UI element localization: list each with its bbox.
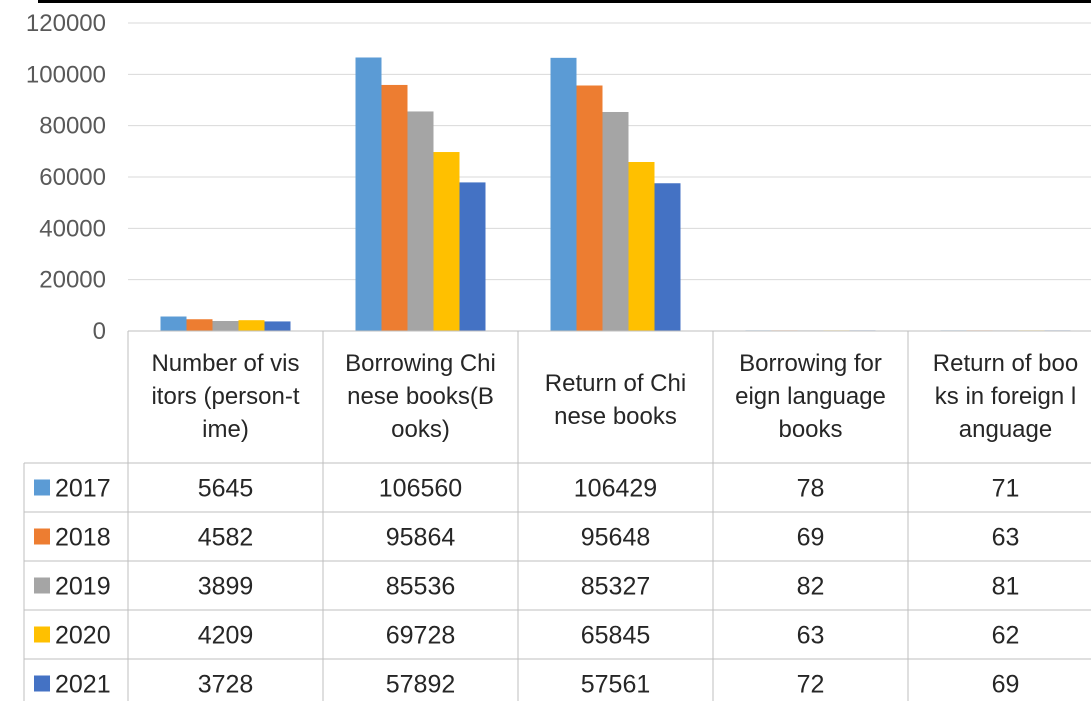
bar-2017-cat-1	[355, 57, 382, 331]
table-cell-2017-cat-3: 78	[797, 475, 825, 503]
y-tick-label-6: 120000	[26, 10, 106, 37]
legend-label-2017: 2017	[55, 475, 111, 503]
legend-label-2020: 2020	[55, 622, 111, 650]
legend-label-2018: 2018	[55, 524, 111, 552]
category-label-0-line-0: Number of vis	[151, 350, 299, 377]
table-cell-2018-cat-2: 95648	[581, 524, 651, 552]
bar-2021-cat-2	[654, 183, 681, 331]
legend-key-2021	[34, 675, 50, 692]
table-cell-2021-cat-3: 72	[797, 671, 825, 699]
table-cell-2021-cat-0: 3728	[198, 671, 254, 699]
table-cell-2017-cat-2: 106429	[574, 475, 657, 503]
table-cell-2019-cat-4: 81	[992, 573, 1020, 601]
table-cell-2018-cat-3: 69	[797, 524, 825, 552]
y-tick-label-1: 20000	[39, 267, 106, 294]
category-label-3-line-0: Borrowing for	[739, 350, 882, 377]
bar-2020-cat-0	[238, 320, 265, 331]
legend-key-2018	[34, 528, 50, 545]
legend-label-2021: 2021	[55, 671, 111, 699]
table-cell-2020-cat-1: 69728	[386, 622, 456, 650]
category-label-4-line-1: ks in foreign l	[935, 383, 1076, 410]
category-label-1-line-2: ooks)	[391, 416, 450, 443]
table-cell-2019-cat-2: 85327	[581, 573, 651, 601]
category-label-3-line-1: eign language	[735, 383, 886, 410]
table-cell-2021-cat-4: 69	[992, 671, 1020, 699]
y-tick-label-4: 80000	[39, 113, 106, 140]
bar-2018-cat-1	[381, 84, 408, 331]
category-label-2-line-1: nese books	[554, 403, 677, 430]
table-cell-2020-cat-2: 65845	[581, 622, 651, 650]
table-cell-2017-cat-4: 71	[992, 475, 1020, 503]
y-tick-label-2: 40000	[39, 215, 106, 242]
table-cell-2019-cat-1: 85536	[386, 573, 456, 601]
table-cell-2020-cat-3: 63	[797, 622, 825, 650]
y-tick-label-5: 100000	[26, 61, 106, 88]
y-tick-label-3: 60000	[39, 164, 106, 191]
legend-key-2017	[34, 479, 50, 496]
top-border-line	[38, 0, 1091, 3]
bar-2017-cat-2	[550, 57, 577, 331]
bar-2019-cat-0	[212, 320, 239, 331]
table-cell-2020-cat-4: 62	[992, 622, 1020, 650]
category-label-1-line-1: nese books(B	[347, 383, 494, 410]
table-cell-2017-cat-1: 106560	[379, 475, 462, 503]
bar-2018-cat-2	[576, 85, 603, 331]
legend-key-2019	[34, 577, 50, 594]
table-cell-2017-cat-0: 5645	[198, 475, 254, 503]
table-cell-2018-cat-1: 95864	[386, 524, 456, 552]
bar-2017-cat-0	[160, 316, 187, 331]
bar-2020-cat-2	[628, 161, 655, 331]
category-label-0-line-2: ime)	[202, 416, 249, 443]
bar-2018-cat-0	[186, 319, 213, 331]
category-label-1-line-0: Borrowing Chi	[345, 350, 496, 377]
table-cell-2018-cat-4: 63	[992, 524, 1020, 552]
category-label-2-line-0: Return of Chi	[545, 370, 686, 397]
bar-2019-cat-2	[602, 111, 629, 331]
table-cell-2019-cat-0: 3899	[198, 573, 254, 601]
category-label-4-line-0: Return of boo	[933, 350, 1078, 377]
bar-2020-cat-1	[433, 152, 460, 331]
table-cell-2021-cat-1: 57892	[386, 671, 456, 699]
table-cell-2019-cat-3: 82	[797, 573, 825, 601]
category-label-4-line-2: anguage	[959, 416, 1052, 443]
bar-2019-cat-1	[407, 111, 434, 331]
y-tick-label-0: 0	[93, 318, 106, 345]
bar-2021-cat-1	[459, 182, 486, 331]
category-label-0-line-1: itors (person-t	[151, 383, 299, 410]
legend-label-2019: 2019	[55, 573, 111, 601]
legend-key-2020	[34, 626, 50, 643]
table-cell-2020-cat-0: 4209	[198, 622, 254, 650]
bar-2021-cat-0	[264, 321, 291, 331]
table-cell-2021-cat-2: 57561	[581, 671, 651, 699]
category-label-3-line-2: books	[778, 416, 842, 443]
table-cell-2018-cat-0: 4582	[198, 524, 254, 552]
